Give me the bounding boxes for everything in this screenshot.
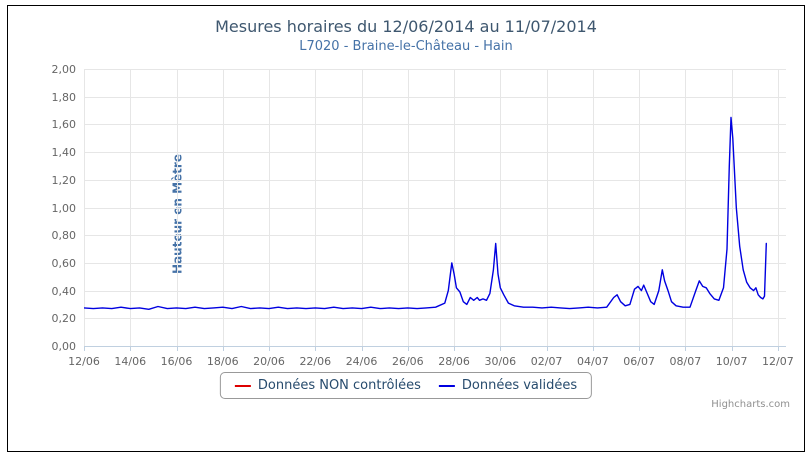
x-tick-label: 08/07	[669, 355, 702, 368]
legend: Données NON contrôlées Données validées	[219, 372, 593, 399]
legend-item-donnees-validees[interactable]: Données validées	[438, 378, 578, 393]
x-tick-label: 18/06	[206, 355, 239, 368]
plot-area	[84, 69, 786, 353]
chart-frame: Mesures horaires du 12/06/2014 au 11/07/…	[7, 5, 805, 452]
highcharts-credit[interactable]: Highcharts.com	[711, 399, 790, 410]
x-tick-label: 22/06	[299, 355, 332, 368]
x-tick-label: 12/06	[68, 355, 100, 368]
legend-label-non-controlees: Données NON contrôlées	[257, 378, 421, 393]
y-tick-label: 1,60	[51, 118, 77, 132]
x-tick-label: 04/07	[577, 355, 609, 368]
legend-label-validees: Données validées	[461, 378, 578, 393]
x-tick-label: 20/06	[253, 355, 285, 368]
x-tick-label: 26/06	[391, 355, 424, 368]
blue-line-marker	[438, 384, 455, 387]
x-tick-label: 30/06	[484, 355, 517, 368]
chart-title: Mesures horaires du 12/06/2014 au 11/07/…	[215, 17, 597, 36]
y-tick-label: 1,40	[51, 146, 77, 160]
y-tick-label: 0,80	[51, 229, 77, 243]
y-tick-label: 1,80	[51, 90, 77, 104]
x-tick-label: 24/06	[345, 355, 378, 368]
x-tick-label: 14/06	[114, 355, 147, 368]
y-tick-label: 0,00	[51, 340, 77, 353]
red-line-marker	[234, 384, 251, 387]
y-tick-label: 1,20	[51, 173, 77, 187]
x-tick-label: 02/07	[530, 355, 563, 368]
x-tick-label: 16/06	[160, 355, 193, 368]
x-tick-label: 12/07	[762, 355, 794, 368]
y-tick-label: 0,40	[51, 284, 77, 298]
y-tick-label: 2,00	[51, 63, 77, 76]
x-tick-label: 10/07	[715, 355, 748, 368]
chart-subtitle: L7020 - Braine-le-Château - Hain	[299, 39, 513, 54]
legend-item-donnees-non-controlees[interactable]: Données NON contrôlées	[234, 378, 421, 393]
line-chart-svg	[84, 69, 786, 351]
x-tick-label: 06/07	[623, 355, 655, 368]
x-tick-label: 28/06	[438, 355, 470, 368]
y-tick-label: 0,20	[51, 312, 77, 326]
y-tick-label: 0,60	[51, 256, 77, 270]
y-tick-label: 1,00	[51, 201, 77, 215]
